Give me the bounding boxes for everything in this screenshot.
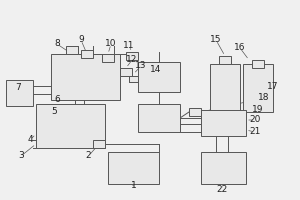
- Text: 18: 18: [258, 94, 270, 102]
- Bar: [81, 50, 93, 58]
- Text: 8: 8: [54, 40, 60, 48]
- Bar: [252, 60, 264, 68]
- Bar: [219, 56, 231, 64]
- Text: 15: 15: [210, 36, 222, 45]
- Bar: [243, 64, 273, 112]
- Text: 14: 14: [150, 66, 162, 74]
- Bar: [51, 54, 120, 100]
- Bar: [102, 54, 114, 62]
- Bar: [189, 108, 201, 116]
- Text: 4: 4: [27, 136, 33, 144]
- Text: 17: 17: [267, 82, 279, 90]
- Text: 5: 5: [51, 108, 57, 116]
- Bar: [120, 68, 132, 76]
- Text: 10: 10: [105, 40, 117, 48]
- Bar: [66, 46, 78, 54]
- Text: 20: 20: [249, 116, 261, 124]
- Text: 22: 22: [216, 186, 228, 194]
- Text: 9: 9: [78, 36, 84, 45]
- Text: 11: 11: [123, 42, 135, 50]
- Text: 19: 19: [252, 106, 264, 114]
- Text: 2: 2: [86, 152, 91, 160]
- Bar: [6, 80, 33, 106]
- Text: 16: 16: [234, 44, 246, 52]
- Bar: [108, 152, 159, 184]
- Bar: [138, 62, 180, 92]
- Bar: [201, 152, 246, 184]
- Bar: [36, 104, 105, 148]
- Bar: [210, 64, 240, 112]
- Bar: [93, 140, 105, 148]
- Bar: [138, 104, 180, 132]
- Text: 7: 7: [15, 83, 21, 92]
- Text: 13: 13: [135, 62, 147, 71]
- Bar: [129, 76, 138, 82]
- Text: 12: 12: [126, 55, 138, 64]
- Bar: [126, 52, 138, 60]
- Bar: [201, 110, 246, 136]
- Text: 1: 1: [130, 182, 136, 190]
- Text: 3: 3: [18, 152, 24, 160]
- Text: 21: 21: [249, 128, 261, 136]
- Text: 6: 6: [54, 96, 60, 104]
